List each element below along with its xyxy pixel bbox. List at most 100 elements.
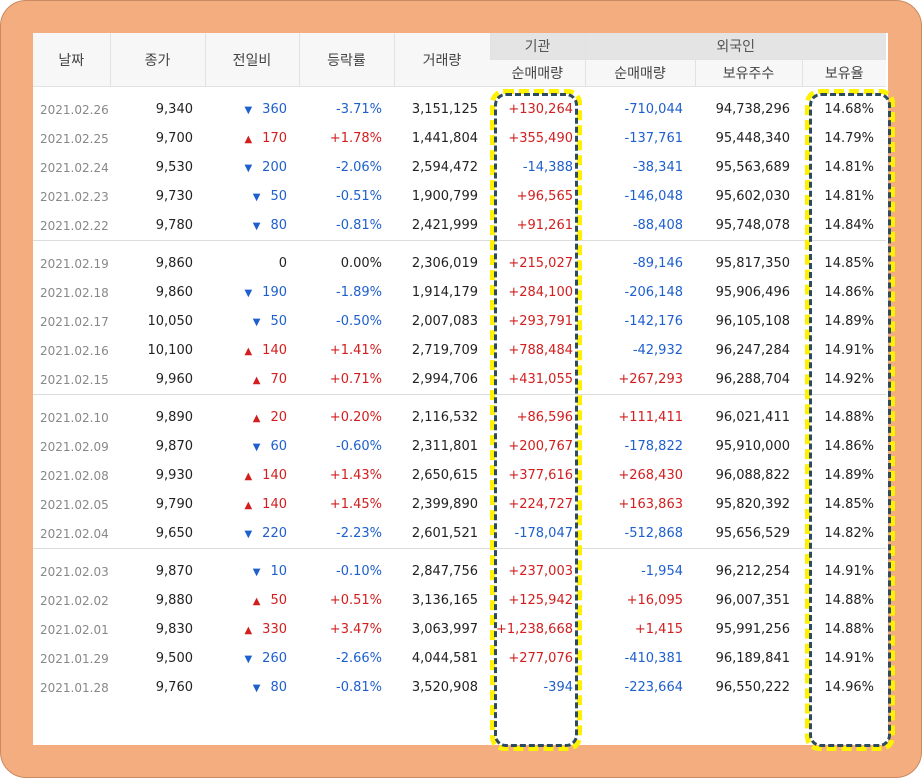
row-date: 2021.02.26 <box>40 102 109 117</box>
row-foreign-shares: 95,602,030 <box>715 189 790 204</box>
row-inst-net: -14,388 <box>522 160 573 175</box>
row-close: 9,500 <box>155 651 193 666</box>
up-triangle-icon: ▲ <box>244 500 253 511</box>
row-foreign-ratio: 14.79% <box>824 131 874 146</box>
row-change: ▲ 50 <box>205 586 299 615</box>
table-row: 2021.02.04 9,650 ▼ 220 -2.23% 2,601,521 -178,0… <box>33 519 886 549</box>
row-change: ▼ 200 <box>205 153 299 182</box>
row-inst-net: +237,003 <box>508 564 573 579</box>
row-rate: +0.71% <box>329 372 382 387</box>
row-close: 9,930 <box>155 468 193 483</box>
row-close: 9,760 <box>155 680 193 695</box>
row-foreign-shares: 95,820,392 <box>715 497 790 512</box>
row-inst-net: +377,616 <box>508 468 573 483</box>
down-triangle-icon: ▼ <box>252 567 261 578</box>
row-foreign-shares: 96,007,351 <box>715 593 790 608</box>
row-foreign-shares: 96,247,284 <box>715 343 790 358</box>
row-foreign-shares: 94,738,296 <box>715 102 790 117</box>
row-change-value: 220 <box>262 526 287 541</box>
row-change-value: 360 <box>262 102 287 117</box>
row-inst-net: -394 <box>543 680 573 695</box>
row-foreign-net: -38,341 <box>632 160 683 175</box>
row-foreign-net: -142,176 <box>624 314 683 329</box>
table-row: 2021.02.10 9,890 ▲ 20 +0.20% 2,116,532 +86,596… <box>33 403 886 432</box>
row-volume: 2,719,709 <box>411 343 478 358</box>
row-close: 9,870 <box>155 439 193 454</box>
row-volume: 2,594,472 <box>411 160 478 175</box>
row-change-value: 20 <box>270 410 287 425</box>
row-close: 10,100 <box>147 343 194 358</box>
row-close: 9,890 <box>155 410 193 425</box>
table-body: 2021.02.26 9,340 ▼ 360 -3.71% 3,151,125 +130,2… <box>33 87 886 703</box>
row-change-value: 190 <box>262 285 287 300</box>
row-inst-net: +293,791 <box>508 314 573 329</box>
row-close: 9,880 <box>155 593 193 608</box>
row-close: 9,700 <box>155 131 193 146</box>
daily-trading-table: 날짜 종가 전일비 등락률 거래량 기관 외국인 순매매량 순매매량 보유주수 … <box>33 33 886 702</box>
row-volume: 1,900,799 <box>411 189 478 204</box>
row-change: ▲ 140 <box>205 461 299 490</box>
row-foreign-ratio: 14.89% <box>824 314 874 329</box>
row-volume: 2,650,615 <box>411 468 478 483</box>
header-foreign-shares: 보유주수 <box>694 59 802 87</box>
row-foreign-net: +163,863 <box>618 497 683 512</box>
row-rate: -0.81% <box>336 680 382 695</box>
row-volume: 2,601,521 <box>411 526 478 541</box>
row-rate: +1.43% <box>329 468 382 483</box>
row-volume: 3,063,997 <box>411 622 478 637</box>
row-date: 2021.02.16 <box>40 343 109 358</box>
row-volume: 4,044,581 <box>411 651 478 666</box>
row-foreign-net: -89,146 <box>632 256 683 271</box>
row-close: 9,340 <box>155 102 193 117</box>
row-date: 2021.02.22 <box>40 218 109 233</box>
row-change: ▼ 50 <box>205 307 299 336</box>
row-rate: +1.45% <box>329 497 382 512</box>
row-volume: 3,520,908 <box>411 680 478 695</box>
header-rate: 등락률 <box>298 33 394 87</box>
row-inst-net: +125,942 <box>508 593 573 608</box>
row-foreign-net: -1,954 <box>641 564 683 579</box>
row-date: 2021.02.15 <box>40 372 109 387</box>
row-change: ▼ 80 <box>205 211 299 241</box>
row-volume: 2,306,019 <box>411 256 478 271</box>
row-date: 2021.02.05 <box>40 497 109 512</box>
row-date: 2021.02.09 <box>40 439 109 454</box>
row-change: 0 <box>205 249 299 278</box>
row-inst-net: +130,264 <box>508 102 573 117</box>
row-inst-net: +215,027 <box>508 256 573 271</box>
table-row: 2021.02.08 9,930 ▲ 140 +1.43% 2,650,615 +377,6… <box>33 461 886 490</box>
row-rate: -2.06% <box>336 160 382 175</box>
row-foreign-net: -137,761 <box>624 131 683 146</box>
down-triangle-icon: ▼ <box>244 654 253 665</box>
row-foreign-net: -88,408 <box>632 218 683 233</box>
row-close: 9,790 <box>155 497 193 512</box>
up-triangle-icon: ▲ <box>252 375 261 386</box>
row-rate: +1.78% <box>329 131 382 146</box>
row-inst-net: +224,727 <box>508 497 573 512</box>
row-rate: -2.23% <box>336 526 382 541</box>
row-inst-net: +277,076 <box>508 651 573 666</box>
group-separator <box>33 394 886 403</box>
header-change: 전일비 <box>204 33 299 87</box>
up-triangle-icon: ▲ <box>244 134 253 145</box>
row-close: 9,960 <box>155 372 193 387</box>
row-foreign-ratio: 14.96% <box>824 680 874 695</box>
row-date: 2021.02.03 <box>40 564 109 579</box>
row-change-value: 170 <box>262 131 287 146</box>
row-foreign-net: +268,430 <box>618 468 683 483</box>
row-close: 10,050 <box>147 314 194 329</box>
row-foreign-net: -223,664 <box>624 680 683 695</box>
header-date: 날짜 <box>33 33 110 87</box>
row-close: 9,860 <box>155 285 193 300</box>
table-header: 날짜 종가 전일비 등락률 거래량 기관 외국인 순매매량 순매매량 보유주수 … <box>33 33 886 87</box>
row-rate: -3.71% <box>336 102 382 117</box>
row-change: ▲ 70 <box>205 365 299 395</box>
row-rate: -2.66% <box>336 651 382 666</box>
up-triangle-icon: ▲ <box>244 346 253 357</box>
row-inst-net: +284,100 <box>508 285 573 300</box>
row-volume: 2,994,706 <box>411 372 478 387</box>
row-foreign-ratio: 14.84% <box>824 218 874 233</box>
row-volume: 3,151,125 <box>411 102 478 117</box>
row-foreign-shares: 96,212,254 <box>715 564 790 579</box>
row-foreign-shares: 95,910,000 <box>715 439 790 454</box>
